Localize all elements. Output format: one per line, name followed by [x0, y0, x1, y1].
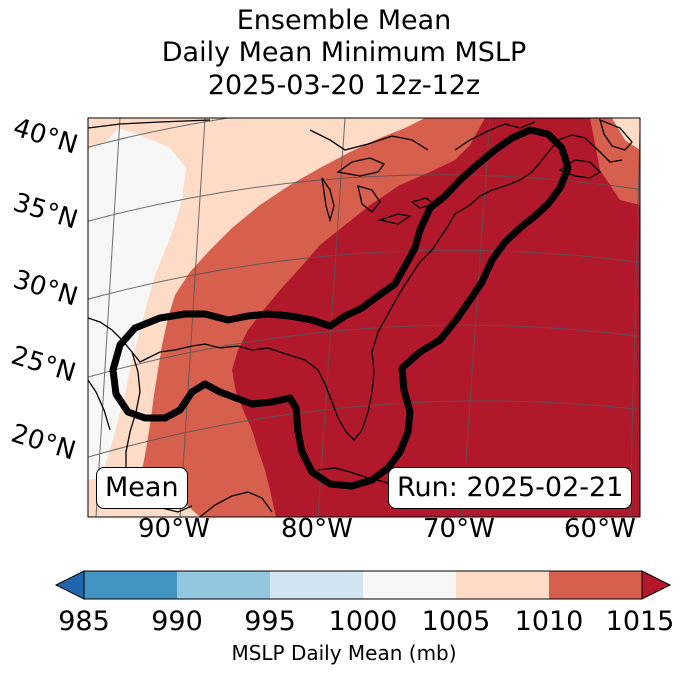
mexico-west — [88, 379, 111, 431]
colorbar-tick-990: 990 — [151, 606, 203, 637]
lat-line-40 — [88, 118, 232, 148]
map-frame — [87, 117, 641, 518]
st-lawrence — [454, 121, 536, 151]
colorbar-bin-995-1000 — [270, 571, 363, 599]
lon-label-60: 60°W — [564, 514, 636, 544]
lon-label-70: 70°W — [423, 514, 495, 544]
title-line-1: Ensemble Mean — [236, 5, 452, 36]
colorbar-tick-1010: 1010 — [514, 606, 584, 637]
colorbar-tick-1015: 1015 — [605, 606, 675, 637]
title-line-2: Daily Mean Minimum MSLP — [161, 37, 527, 68]
great-lakes-north — [309, 129, 429, 151]
hudson-shore — [88, 119, 211, 129]
lake-michigan — [321, 177, 335, 223]
field-1005-east — [612, 118, 640, 150]
lon-line-60 — [629, 129, 640, 517]
lon-line-80 — [317, 118, 346, 517]
lon-label-80: 80°W — [281, 514, 353, 544]
colorbar-tick-995: 995 — [244, 606, 296, 637]
lat-line-20 — [88, 400, 640, 458]
colorbar — [54, 570, 672, 600]
colorbar-tick-1000: 1000 — [328, 606, 398, 637]
colorbar-bin-1005-1010 — [456, 571, 549, 599]
colorbar-extend-high — [641, 570, 672, 600]
nova-scotia — [558, 159, 602, 179]
colorbar-extend-low — [54, 570, 85, 600]
colorbar-outline — [83, 570, 643, 600]
colorbar-label: MSLP Daily Mean (mb) — [231, 641, 457, 665]
lon-line-95 — [95, 118, 121, 517]
lon-label-90: 90°W — [138, 514, 210, 544]
field-1000 — [88, 128, 186, 500]
newfoundland — [599, 118, 633, 151]
colorbar-tick-1005: 1005 — [421, 606, 491, 637]
colorbar-tick-985: 985 — [58, 606, 110, 637]
colorbar-bin-985-990 — [84, 571, 177, 599]
lat-line-30 — [88, 249, 640, 300]
us-east-gulf-coast — [88, 134, 623, 441]
yucatan — [199, 491, 273, 517]
lake-erie — [377, 213, 412, 225]
lon-line-70 — [461, 118, 491, 517]
lake-superior — [336, 157, 386, 177]
colorbar-bin-1010-1015 — [549, 571, 642, 599]
mean-label-box: Mean — [96, 467, 188, 509]
lat-line-25 — [88, 324, 640, 378]
colorbar-bin-990-995 — [177, 571, 270, 599]
lake-huron — [357, 185, 381, 213]
contour-1010 — [109, 126, 572, 490]
run-date-box: Run: 2025-02-21 — [388, 467, 633, 509]
title-line-3: 2025-03-20 12z-12z — [207, 70, 481, 101]
colorbar-bin-1000-1005 — [363, 571, 456, 599]
